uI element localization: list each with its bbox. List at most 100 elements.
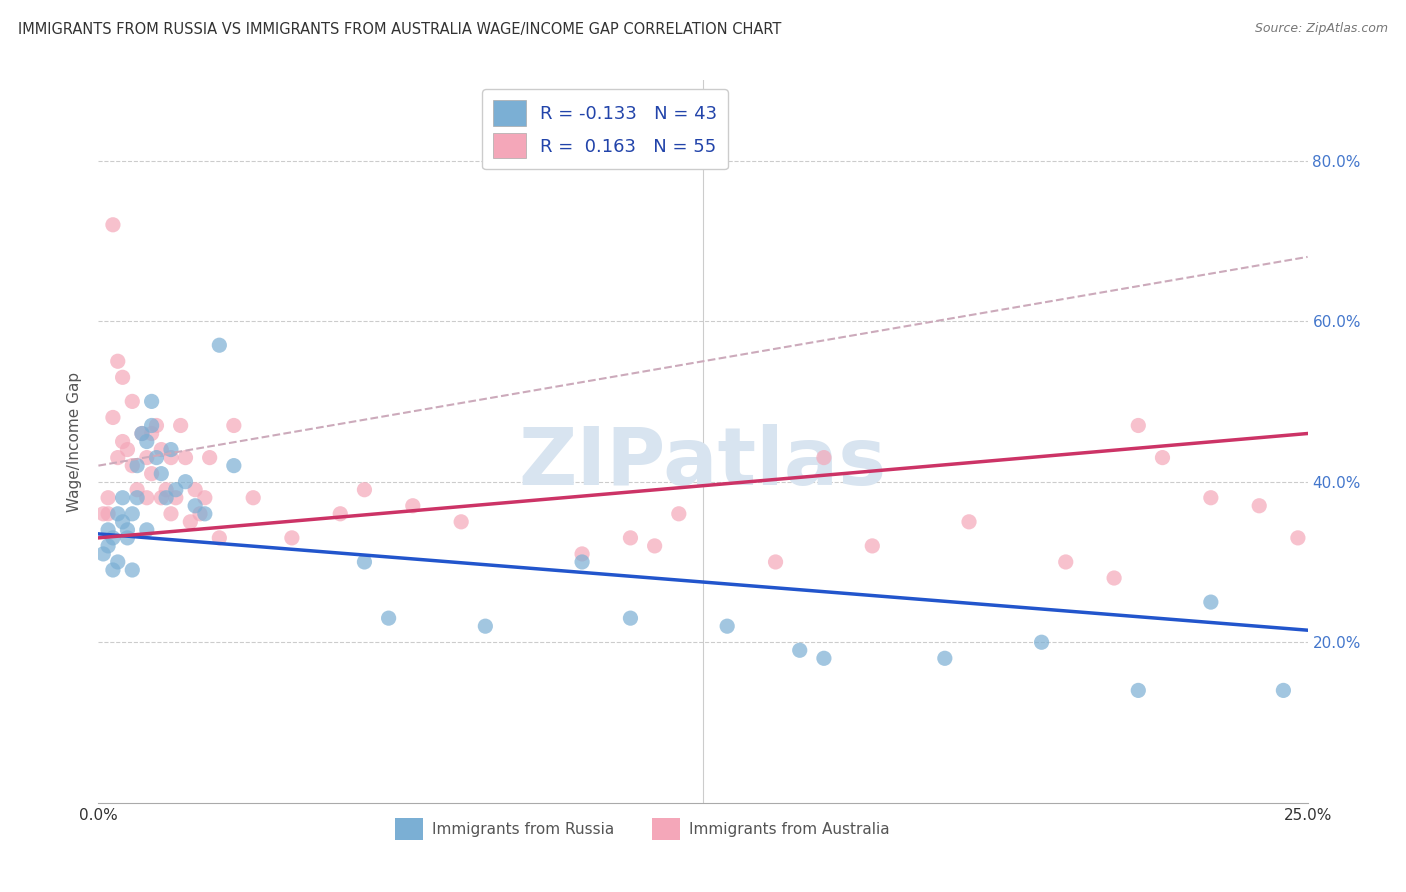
Point [1128,683,1150,698]
Point [353,483,375,497]
Point [145,418,167,433]
Point [957,515,980,529]
Point [107,354,129,368]
Point [1286,531,1309,545]
Point [222,418,245,433]
Point [141,467,163,481]
Point [174,450,197,465]
Point [135,491,157,505]
Point [169,418,191,433]
Point [127,491,149,505]
Point [184,483,207,497]
Point [101,410,124,425]
Point [91,507,114,521]
Point [329,507,352,521]
Point [101,218,124,232]
Point [188,507,211,521]
Point [121,563,143,577]
Point [198,450,221,465]
Point [155,491,177,505]
Point [101,531,124,545]
Point [184,499,207,513]
Point [131,426,153,441]
Point [111,434,134,449]
Point [97,539,120,553]
Point [91,547,114,561]
Point [107,555,129,569]
Point [141,394,163,409]
Point [174,475,197,489]
Point [1199,491,1222,505]
Point [644,539,666,553]
Point [131,426,153,441]
Point [111,370,134,384]
Point [1031,635,1053,649]
Point [222,458,245,473]
Point [117,523,139,537]
Point [813,651,835,665]
Point [765,555,787,569]
Point [107,450,129,465]
Point [150,491,173,505]
Point [242,491,264,505]
Point [160,442,183,457]
Point [1152,450,1174,465]
Point [194,507,217,521]
Point [101,563,124,577]
Point [571,547,593,561]
Point [121,458,143,473]
Point [813,450,835,465]
Point [135,523,157,537]
Point [716,619,738,633]
Point [179,515,201,529]
Point [1054,555,1077,569]
Point [150,467,173,481]
Point [107,507,129,521]
Text: Source: ZipAtlas.com: Source: ZipAtlas.com [1254,22,1388,36]
Point [934,651,956,665]
Point [160,450,183,465]
Point [117,442,139,457]
Point [150,442,173,457]
Point [208,531,231,545]
Point [1272,683,1295,698]
Point [789,643,811,657]
Text: IMMIGRANTS FROM RUSSIA VS IMMIGRANTS FROM AUSTRALIA WAGE/INCOME GAP CORRELATION : IMMIGRANTS FROM RUSSIA VS IMMIGRANTS FRO… [18,22,782,37]
Point [281,531,304,545]
Point [145,450,167,465]
Point [141,426,163,441]
Point [860,539,883,553]
Point [121,394,143,409]
Y-axis label: Wage/Income Gap: Wage/Income Gap [67,371,83,512]
Point [619,531,641,545]
Point [353,555,375,569]
Point [155,483,177,497]
Point [402,499,425,513]
Point [141,418,163,433]
Point [474,619,496,633]
Point [127,483,149,497]
Point [121,507,143,521]
Point [668,507,690,521]
Point [111,491,134,505]
Point [97,523,120,537]
Point [97,491,120,505]
Point [117,531,139,545]
Point [1249,499,1271,513]
Point [127,458,149,473]
Point [194,491,217,505]
Point [160,507,183,521]
Point [571,555,593,569]
Legend: Immigrants from Russia, Immigrants from Australia: Immigrants from Russia, Immigrants from … [389,812,896,846]
Point [1199,595,1222,609]
Point [619,611,641,625]
Point [97,507,120,521]
Point [450,515,472,529]
Point [1128,418,1150,433]
Point [165,483,187,497]
Text: ZIPatlas: ZIPatlas [519,425,887,502]
Point [135,450,157,465]
Point [208,338,231,352]
Point [165,491,187,505]
Point [135,434,157,449]
